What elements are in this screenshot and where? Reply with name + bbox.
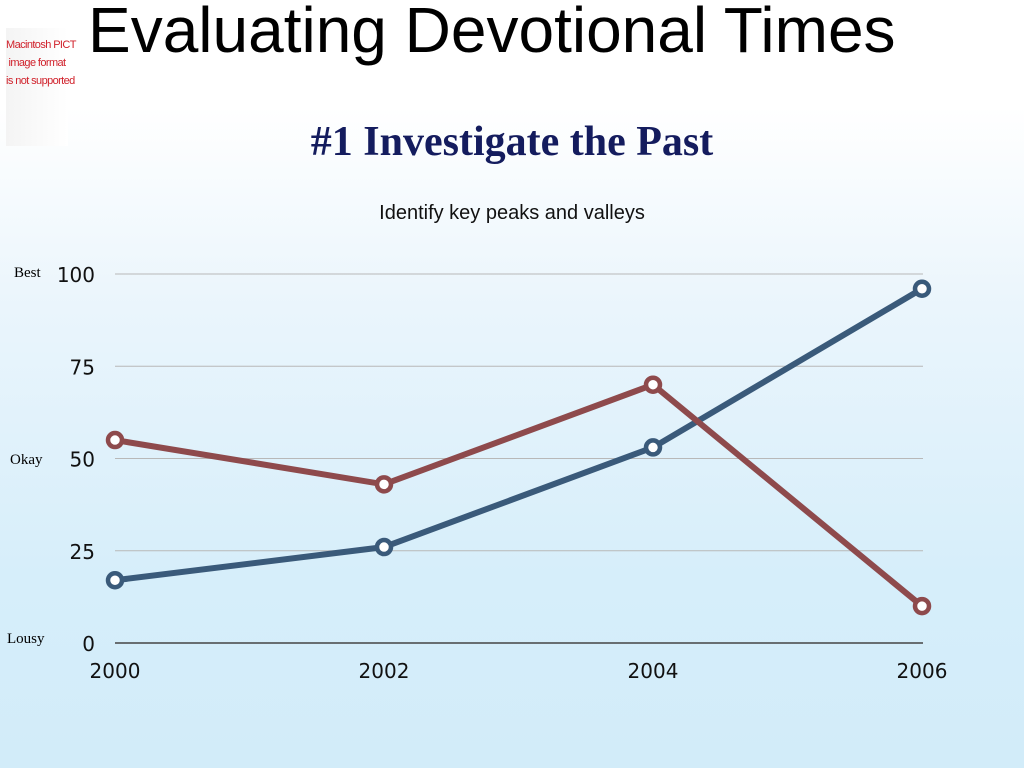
label-best: Best	[14, 265, 41, 281]
y-tick-label: 100	[57, 263, 95, 287]
slide-title: Evaluating Devotional Times	[88, 0, 896, 66]
x-tick-label: 2000	[90, 659, 141, 683]
placeholder-line: is not supported	[6, 75, 75, 87]
series-line-1	[112, 285, 925, 584]
label-lousy: Lousy	[7, 631, 45, 647]
data-point	[374, 537, 394, 557]
unsupported-image-placeholder: Macintosh PICT image format is not suppo…	[6, 28, 76, 146]
y-tick-label: 0	[82, 632, 95, 656]
slide-subtitle: #1 Investigate the Past	[310, 119, 714, 165]
x-tick-label: 2002	[359, 659, 410, 683]
data-point	[643, 438, 663, 457]
x-tick-label: 2004	[628, 659, 679, 683]
placeholder-line: Macintosh PICT	[6, 39, 76, 51]
y-tick-label: 75	[70, 355, 95, 379]
data-point	[105, 430, 125, 450]
y-tick-label: 25	[70, 540, 95, 564]
series-line-2	[112, 381, 925, 610]
placeholder-line: image format	[8, 57, 67, 69]
x-tick-label: 2006	[897, 659, 948, 683]
label-okay: Okay	[10, 452, 43, 468]
chart-caption: Identify key peaks and valleys	[379, 202, 645, 224]
data-point	[105, 571, 125, 590]
data-point	[643, 375, 663, 394]
data-point	[912, 596, 932, 616]
y-tick-label: 50	[70, 448, 95, 472]
data-point	[912, 279, 932, 299]
data-point	[374, 475, 394, 494]
